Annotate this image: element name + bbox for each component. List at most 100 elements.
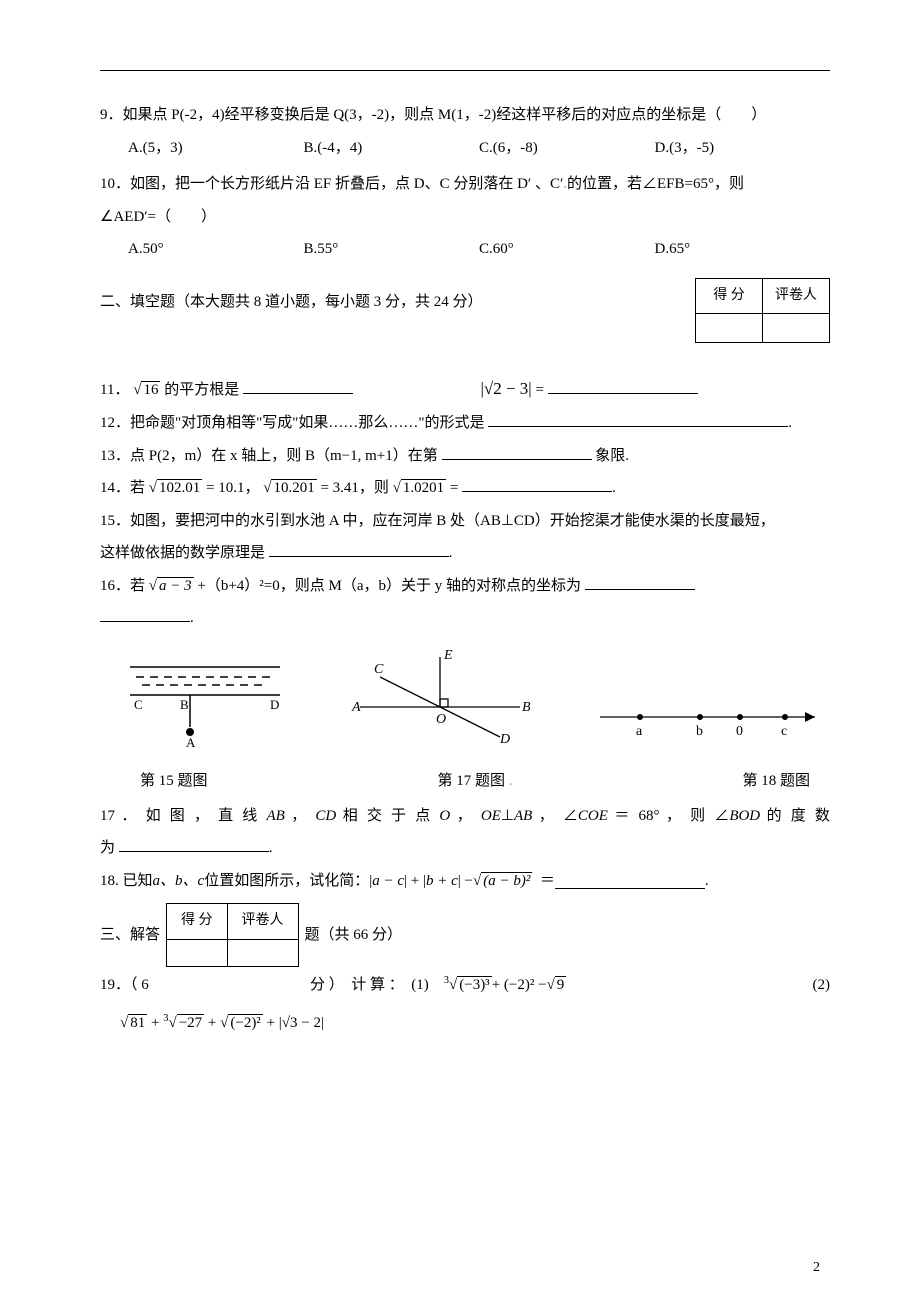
q17-o: O: [439, 808, 450, 824]
q17-a: 17 ． 如 图 ， 直 线: [100, 808, 266, 824]
q18-a: 18. 已知: [100, 867, 153, 896]
q19-abs: |√3 − 2|: [279, 1015, 324, 1031]
q17-e: ， ∠: [532, 808, 578, 824]
sec3-score-cell: [167, 939, 228, 966]
q13-b: 象限.: [595, 448, 629, 464]
q16: 16．若 √a − 3 +（b+4）²=0，则点 M（a，b）关于 y 轴的对称…: [100, 572, 830, 601]
svg-text:b: b: [696, 724, 703, 739]
q17-c: 相 交 于 点: [336, 808, 439, 824]
svg-text:D: D: [499, 732, 510, 747]
q9-opt-d: D.(3，-5): [655, 134, 831, 163]
sec3-grader-cell: [227, 939, 298, 966]
q14-blank: [462, 476, 612, 492]
score-box-sec3: 得 分 评卷人: [166, 903, 299, 967]
q19-plus-a: +: [151, 1015, 163, 1031]
q14-r3v: 1.0201: [401, 479, 446, 496]
svg-text:B: B: [522, 700, 531, 715]
q11-b: 的平方根是: [164, 382, 239, 398]
q11-abs: |√2 − 3|: [480, 379, 531, 398]
svg-text:O: O: [436, 712, 446, 727]
q14-v1: = 10.1，: [206, 480, 259, 496]
q14-v2: = 3.41，则: [320, 480, 392, 496]
q19-rn2sqv: (−2)²: [228, 1014, 262, 1031]
sec3-b: 题（共 66 分）: [305, 921, 403, 950]
q10-line2: ∠AED′=（ ）: [100, 203, 830, 232]
q10-opt-c: C.60°: [479, 235, 655, 264]
q11: 11． √16 的平方根是 |√2 − 3| =: [100, 373, 830, 405]
q17-b: ，: [285, 808, 316, 824]
q18-eq: ＝: [540, 867, 555, 896]
q17-bod: BOD: [729, 808, 760, 824]
q16-rad: √a − 3: [149, 577, 194, 594]
fig15-svg: C B D A: [120, 657, 290, 747]
figures-row: C B D A A B C D E O: [120, 647, 830, 758]
q18-e2: b + c: [426, 873, 458, 889]
svg-text:c: c: [781, 724, 787, 739]
q19-p2: (2): [813, 971, 831, 1000]
q14-r2v: 10.201: [271, 479, 316, 496]
q15-a: 15．如图，要把河中的水引到水池 A 中，应在河岸 B 处（AB⊥CD）开始挖渠…: [100, 507, 830, 536]
q11-blank1: [243, 378, 353, 394]
q17-oe: OE: [481, 808, 501, 824]
q19: 19．（ 6 分 ） 计 算 ： (1) 3√(−3)³ + (−2)² − √…: [100, 971, 830, 1000]
section3-header: 三、解答 得 分 评卷人 题（共 66 分）: [100, 903, 830, 967]
q19-line2: √81 + 3√−27 + √(−2)² + |√3 − 2|: [120, 1009, 830, 1038]
score-box-sec2: 得 分 评卷人: [695, 278, 830, 344]
q19-a: 19．（ 6: [100, 971, 310, 1000]
q12-text: 12．把命题"对顶角相等"写成"如果……那么……"的形式是: [100, 415, 485, 431]
q17-blank: [119, 836, 269, 852]
q17-h: 为: [100, 840, 115, 856]
q16-a: 16．若: [100, 578, 149, 594]
q13-blank: [442, 444, 592, 460]
sec3-grader-label: 评卷人: [227, 904, 298, 940]
q19-rn27: 3√−27: [163, 1015, 204, 1031]
sec3-score-label: 得 分: [167, 904, 228, 940]
q17: 17 ． 如 图 ， 直 线 AB ， CD 相 交 于 点 O ， OE⊥AB…: [100, 802, 830, 831]
q13-a: 13．点 P(2，m）在 x 轴上，则 B（m−1, m+1）在第: [100, 448, 438, 464]
q12-blank: [488, 411, 788, 427]
page-number: 2: [813, 1255, 820, 1282]
q11-eq: =: [535, 382, 543, 398]
score-cell: [696, 314, 763, 343]
q14-eq: =: [450, 480, 458, 496]
q14-r3: √1.0201: [393, 479, 446, 496]
fig-18: a b 0 c: [590, 687, 830, 758]
q17-line2: 为 .: [100, 834, 830, 863]
q19-rn27v: −27: [177, 1014, 204, 1031]
q14-r1: √102.01: [149, 479, 202, 496]
svg-text:E: E: [443, 648, 453, 663]
q9-text: 9．如果点 P(-2，4)经平移变换后是 Q(3，-2)，则点 M(1，-2)经…: [100, 101, 830, 130]
sec3-a: 三、解答: [100, 921, 160, 950]
q19-cube: (−3)³: [457, 976, 491, 993]
q18-b: 位置如图所示，试化简：: [204, 867, 369, 896]
q17-coe: COE: [578, 808, 608, 824]
q19-plus1: + (−2)² −: [492, 971, 547, 1000]
q9-a: A.(5，3): [128, 140, 183, 156]
q16-blank2-row: .: [100, 604, 830, 633]
q10-opt-b: B.55°: [304, 235, 480, 264]
fig17-svg: A B C D E O: [340, 647, 540, 747]
cap17: 第 17 题图 .: [437, 767, 512, 796]
q14-r1v: 102.01: [157, 479, 202, 496]
svg-text:0: 0: [736, 724, 743, 739]
q9-options: A.(5，3) B.(-4，4) C.(6，-8) D.(3，-5): [128, 134, 830, 163]
section2-header: 得 分 评卷人 二、填空题（本大题共 8 道小题，每小题 3 分，共 24 分）: [100, 278, 830, 344]
svg-text:C: C: [374, 662, 384, 677]
svg-text:a: a: [636, 724, 643, 739]
q16-blank: [585, 574, 695, 590]
q17-perp: ⊥: [501, 808, 514, 824]
q16-blank2: [100, 606, 190, 622]
q18: 18. 已知 a、b、c 位置如图所示，试化简： |a − c| + |b + …: [100, 867, 830, 896]
q10-t1: 10．如图，把一个长方形纸片沿 EF 折叠后，点 D、C 分别落在 D′ 、C′: [100, 176, 563, 192]
q19-r81v: 81: [128, 1014, 147, 1031]
svg-text:A: A: [351, 700, 361, 715]
q18-e1: a − c: [372, 873, 404, 889]
q19-r9v: 9: [555, 976, 567, 993]
q17-g: 的 度 数: [760, 808, 830, 824]
q9-opt-c: C.(6，-8): [479, 134, 655, 163]
svg-text:C: C: [134, 697, 143, 712]
fig18-svg: a b 0 c: [590, 687, 830, 747]
grader-cell: [763, 314, 830, 343]
fig-15: C B D A: [120, 657, 290, 758]
q18-abc: a、b、c: [153, 867, 205, 896]
